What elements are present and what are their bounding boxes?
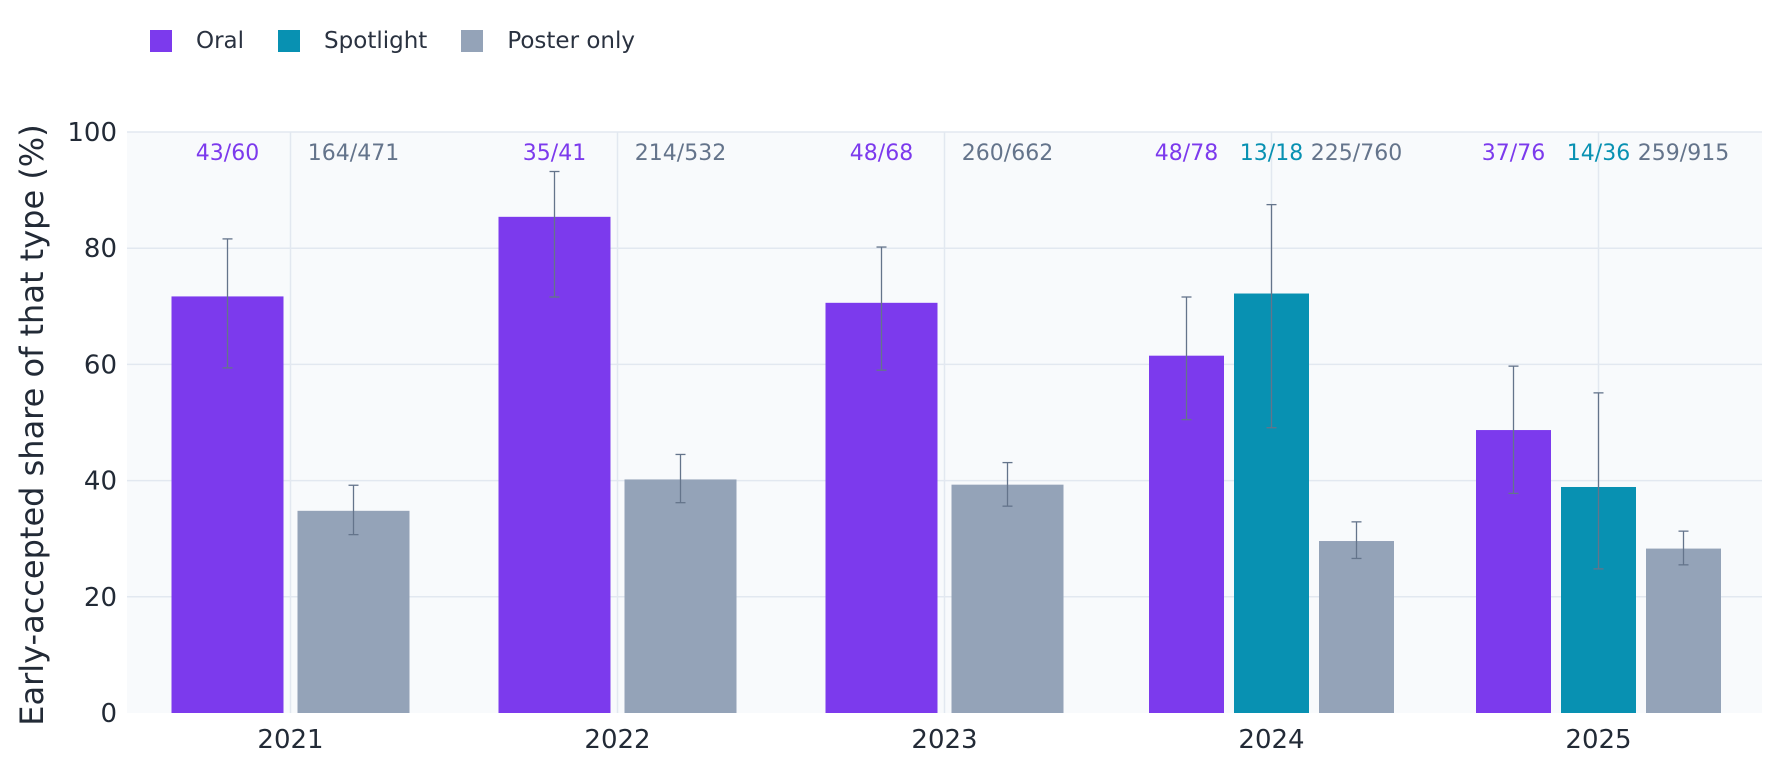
y-tick-label: 40 — [84, 467, 117, 497]
bar-poster-only — [624, 479, 737, 713]
legend-item-poster-only[interactable]: Poster only — [461, 28, 635, 54]
legend-swatch-oral — [150, 30, 172, 52]
data-label: 164/471 — [308, 141, 399, 166]
y-tick-label: 100 — [67, 118, 117, 148]
bar-poster-only — [1646, 548, 1721, 713]
data-label: 14/36 — [1567, 141, 1630, 166]
legend-item-spotlight[interactable]: Spotlight — [278, 28, 427, 54]
x-tick-label: 2021 — [257, 725, 323, 755]
bar-poster-only — [1319, 541, 1394, 713]
data-label: 48/68 — [850, 141, 913, 166]
legend-label-spotlight: Spotlight — [324, 28, 428, 54]
data-label: 13/18 — [1240, 141, 1303, 166]
data-label: 260/662 — [962, 141, 1053, 166]
data-label: 214/532 — [635, 141, 726, 166]
y-tick-label: 60 — [84, 350, 117, 380]
data-label: 225/760 — [1311, 141, 1402, 166]
legend-item-oral[interactable]: Oral — [150, 28, 244, 54]
bar-poster-only — [951, 484, 1064, 713]
legend-label-poster-only: Poster only — [507, 28, 636, 54]
data-label: 37/76 — [1482, 141, 1545, 166]
legend: Oral Spotlight Poster only — [150, 28, 669, 54]
x-tick-label: 2022 — [584, 725, 650, 755]
data-label: 48/78 — [1155, 141, 1218, 166]
bar-oral — [825, 302, 938, 713]
y-tick-label: 0 — [100, 699, 117, 729]
legend-swatch-spotlight — [278, 30, 301, 52]
bar-oral — [498, 216, 611, 714]
x-tick-label: 2023 — [911, 725, 977, 755]
x-tick-label: 2025 — [1565, 725, 1631, 755]
legend-swatch-poster-only — [461, 30, 484, 52]
y-tick-label: 80 — [84, 234, 117, 264]
legend-label-oral: Oral — [196, 28, 245, 54]
bar-poster-only — [297, 510, 410, 713]
y-tick-label: 20 — [84, 583, 117, 613]
data-label: 35/41 — [523, 141, 586, 166]
data-label: 259/915 — [1638, 141, 1729, 166]
x-tick-label: 2024 — [1238, 725, 1304, 755]
data-label: 43/60 — [196, 141, 259, 166]
